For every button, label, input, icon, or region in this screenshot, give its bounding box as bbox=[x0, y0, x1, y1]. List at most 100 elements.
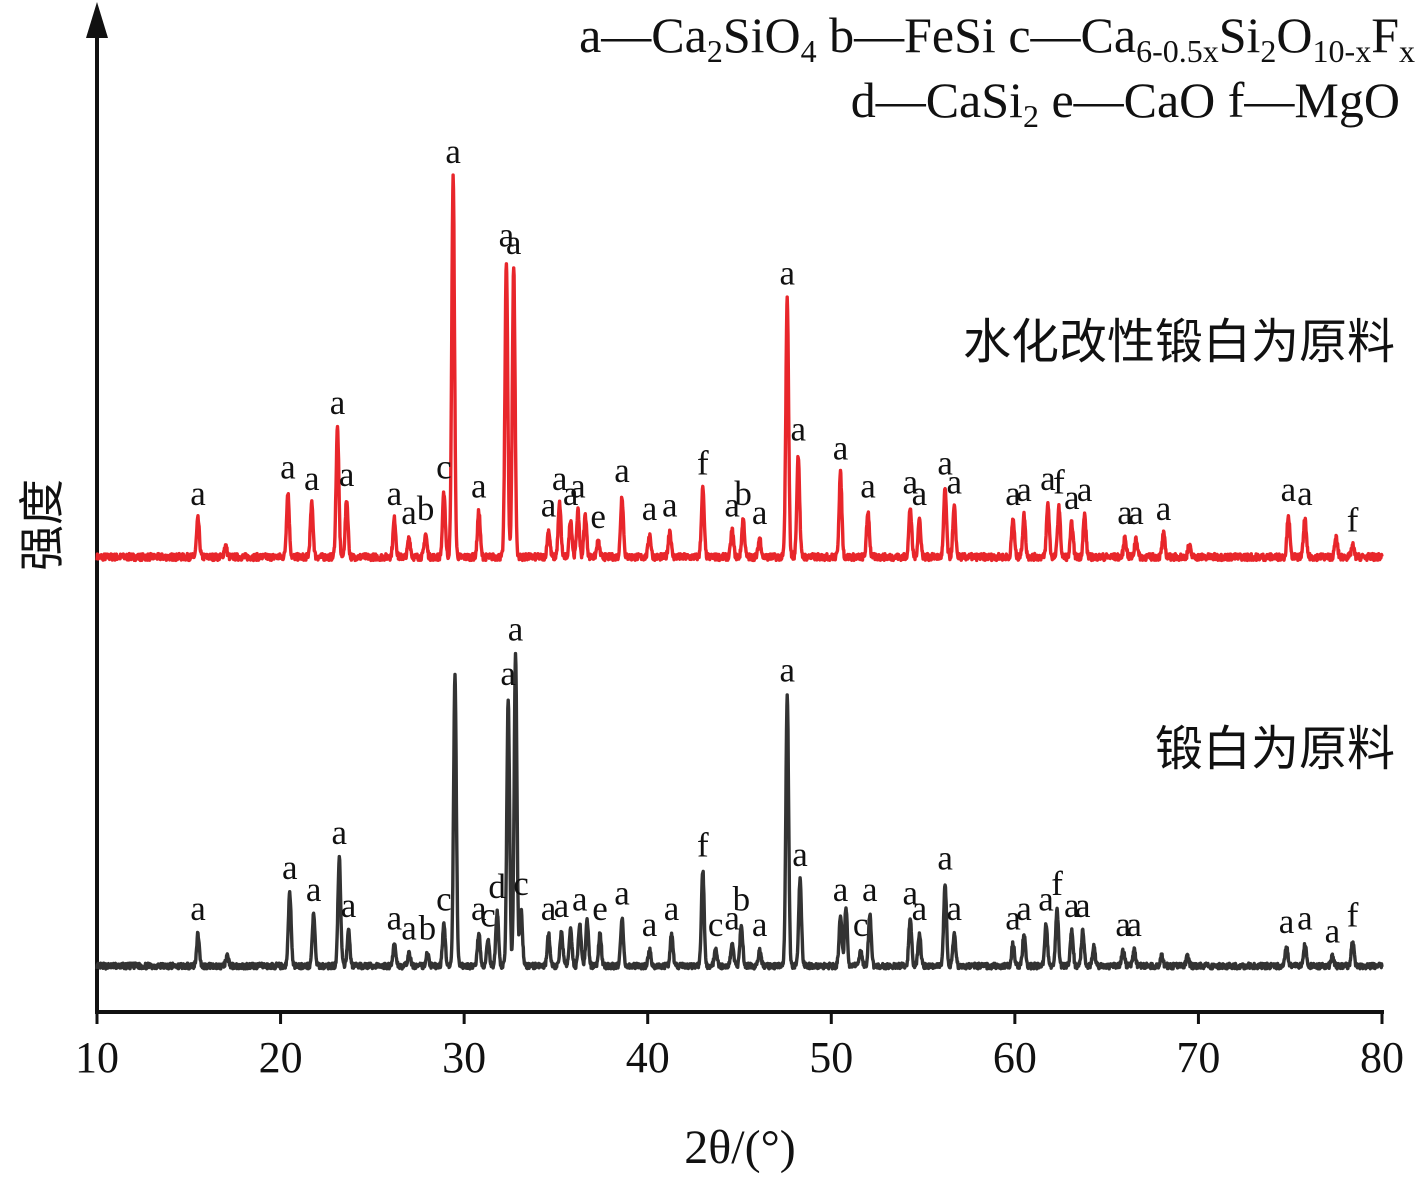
peak-label: a bbox=[614, 873, 630, 912]
peak-label: a bbox=[833, 428, 849, 467]
x-tick-label: 10 bbox=[75, 1033, 119, 1082]
peak-label: c bbox=[513, 864, 529, 903]
peak-label: a bbox=[332, 813, 348, 852]
peak-label: a bbox=[792, 835, 808, 874]
peak-label: f bbox=[1347, 896, 1359, 935]
peak-label: a bbox=[190, 474, 206, 513]
peak-label: a bbox=[1297, 474, 1313, 513]
legend-subscript: 2 bbox=[1023, 98, 1039, 134]
peak-label: a bbox=[570, 466, 586, 505]
peak-label: a bbox=[947, 889, 963, 928]
legend-text: SiO bbox=[723, 7, 801, 63]
peak-label: a bbox=[833, 870, 849, 909]
legend-line: a—Ca2SiO4 b—FeSi c—Ca6-0.5xSi2O10-xFx bbox=[579, 7, 1415, 69]
peak-label: a bbox=[912, 889, 928, 928]
x-tick-label: 50 bbox=[809, 1033, 853, 1082]
peak-label: b bbox=[417, 489, 435, 528]
peak-label: a bbox=[572, 880, 588, 919]
x-tick-label: 60 bbox=[993, 1033, 1037, 1082]
series-label-hydrated: 水化改性锻白为原料 bbox=[963, 314, 1395, 370]
peak-label: b bbox=[733, 880, 751, 919]
peak-label: a bbox=[282, 848, 298, 887]
legend-subscript: 2 bbox=[1260, 33, 1276, 69]
peak-label: c bbox=[853, 905, 869, 944]
peak-label: a bbox=[1325, 911, 1341, 950]
peak-label: b bbox=[734, 474, 752, 513]
x-tick-label: 80 bbox=[1360, 1033, 1404, 1082]
legend-subscript: 2 bbox=[707, 33, 723, 69]
peak-label: a bbox=[500, 654, 516, 693]
peak-label: a bbox=[341, 886, 357, 925]
peak-label: a bbox=[471, 466, 487, 505]
peak-label: a bbox=[614, 451, 630, 490]
x-tick-label: 40 bbox=[626, 1033, 670, 1082]
peak-label: a bbox=[947, 463, 963, 502]
x-tick-label: 30 bbox=[442, 1033, 486, 1082]
x-tick-label: 70 bbox=[1176, 1033, 1220, 1082]
y-axis-arrow bbox=[86, 2, 108, 38]
peak-label: a bbox=[554, 886, 570, 925]
peak-label: a bbox=[1075, 886, 1091, 925]
peak-label: a bbox=[937, 838, 953, 877]
peak-label: c bbox=[436, 880, 452, 919]
legend-text: b—FeSi c—Ca bbox=[817, 7, 1136, 63]
peak-label: a bbox=[779, 651, 795, 690]
peak-label: f bbox=[1051, 864, 1063, 903]
peak-label: a bbox=[401, 908, 417, 947]
peak-label: a bbox=[1281, 470, 1297, 509]
legend-text: F bbox=[1371, 7, 1399, 63]
peak-label: c bbox=[436, 447, 452, 486]
legend-subscript: x bbox=[1399, 33, 1415, 69]
legend-text: O bbox=[1276, 7, 1312, 63]
peak-label: a bbox=[664, 889, 680, 928]
peak-label: a bbox=[1279, 902, 1295, 941]
peak-label: a bbox=[912, 474, 928, 513]
peak-label: f bbox=[1347, 501, 1359, 540]
legend-subscript: 6-0.5x bbox=[1136, 33, 1219, 69]
legend-text: d—CaSi bbox=[851, 72, 1023, 128]
legend-line: d—CaSi2 e—CaO f—MgO bbox=[851, 72, 1400, 134]
y-axis-label: 强度 bbox=[15, 479, 69, 571]
peak-label: a bbox=[304, 459, 320, 498]
legend-subscript: 10-x bbox=[1313, 33, 1372, 69]
peak-label: a bbox=[1156, 489, 1172, 528]
peak-label: a bbox=[387, 899, 403, 938]
peak-label: e bbox=[592, 889, 608, 928]
peak-label: a bbox=[306, 870, 322, 909]
peak-label: a bbox=[401, 493, 417, 532]
peak-label: d bbox=[488, 867, 506, 906]
peak-label: c bbox=[708, 905, 724, 944]
peak-label: f bbox=[697, 444, 709, 483]
peak-label: a bbox=[387, 474, 403, 513]
peak-label: a bbox=[862, 870, 878, 909]
x-axis-label: 2θ/(°) bbox=[684, 1121, 796, 1174]
series-label-raw: 锻白为原料 bbox=[1155, 721, 1395, 777]
peak-label: a bbox=[508, 609, 524, 648]
peak-label: a bbox=[506, 223, 522, 262]
peak-label: a bbox=[1077, 470, 1093, 509]
legend-text: e—CaO f—MgO bbox=[1039, 72, 1400, 128]
peak-label: a bbox=[642, 905, 658, 944]
legend-text: Si bbox=[1219, 7, 1261, 63]
legend-subscript: 4 bbox=[801, 33, 817, 69]
legend-text: a—Ca bbox=[579, 7, 707, 63]
peak-label: a bbox=[1126, 905, 1142, 944]
peak-label: a bbox=[1128, 493, 1144, 532]
peak-label: a bbox=[445, 132, 461, 171]
peak-label: a bbox=[779, 254, 795, 293]
peak-label: a bbox=[339, 455, 355, 494]
peak-label: a bbox=[642, 489, 658, 528]
peak-label: a bbox=[752, 493, 768, 532]
peak-label: a bbox=[280, 447, 296, 486]
peak-label: e bbox=[590, 497, 606, 536]
peak-label: a bbox=[1297, 899, 1313, 938]
peak-label: a bbox=[860, 466, 876, 505]
peak-label: b bbox=[419, 908, 437, 947]
peak-label: a bbox=[790, 409, 806, 448]
peak-label: a bbox=[1016, 889, 1032, 928]
x-tick-label: 20 bbox=[259, 1033, 303, 1082]
peak-label: a bbox=[190, 889, 206, 928]
